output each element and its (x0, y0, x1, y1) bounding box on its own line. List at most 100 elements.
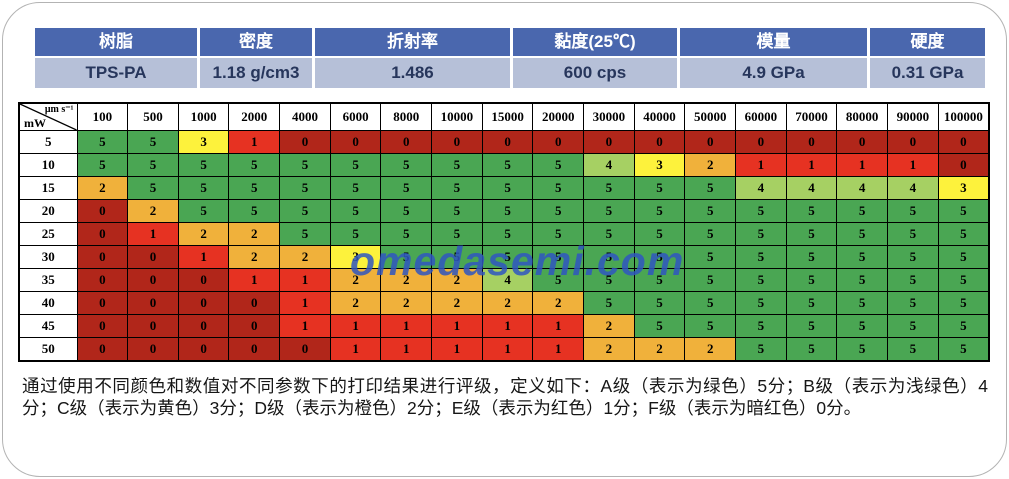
matrix-cell: 2 (228, 222, 281, 246)
matrix-cell: 5 (279, 222, 331, 246)
matrix-col-header: 15000 (481, 102, 534, 131)
matrix-row: 25 0 1 2 2 5 5 5 5 5 5 5 5 5 5 5 5 5 5 (18, 222, 990, 246)
matrix-cell: 0 (127, 314, 179, 338)
matrix-cell: 5 (836, 314, 888, 338)
matrix-cell: 5 (76, 130, 129, 154)
matrix-cell: 0 (76, 337, 129, 362)
matrix-col-header: 40000 (633, 102, 686, 131)
matrix-cell: 5 (279, 176, 331, 200)
matrix-cell: 5 (177, 199, 230, 223)
matrix-cell: 5 (937, 314, 990, 338)
matrix-cell: 5 (76, 153, 129, 177)
matrix-cell: 5 (127, 176, 179, 200)
matrix-row-header: 50 (18, 337, 78, 362)
matrix-cell: 5 (481, 245, 534, 269)
matrix-row-header: 25 (18, 222, 78, 246)
matrix-cell: 5 (735, 268, 787, 292)
matrix-cell: 4 (481, 268, 534, 292)
matrix-cell: 2 (684, 337, 737, 362)
matrix-cell: 0 (76, 268, 129, 292)
matrix-row-header: 10 (18, 153, 78, 177)
matrix-cell: 2 (481, 291, 534, 315)
matrix-col-header: 6000 (329, 102, 382, 131)
property-value-4: 4.9 GPa (680, 58, 867, 88)
matrix-cell: 5 (785, 314, 838, 338)
matrix-cell: 5 (684, 199, 737, 223)
matrix-cell: 0 (836, 130, 888, 154)
matrix-header-row: μm s⁻¹ mW 100 500 1000 2000 4000 6000 8000 10000 1… (18, 102, 990, 131)
matrix-cell: 5 (329, 176, 382, 200)
matrix-cell: 2 (177, 222, 230, 246)
matrix-cell: 5 (836, 199, 888, 223)
property-table: 树脂 密度 折射率 黏度(25℃) 模量 硬度 TPS-PA 1.18 g/cm3 1.486… (35, 28, 985, 88)
matrix-col-header: 10000 (431, 102, 483, 131)
matrix-cell: 0 (228, 314, 281, 338)
matrix-cell: 5 (380, 245, 433, 269)
matrix-row-header: 15 (18, 176, 78, 200)
matrix-cell: 5 (785, 337, 838, 362)
matrix-cell: 1 (279, 268, 331, 292)
matrix-cell: 5 (684, 268, 737, 292)
matrix-cell: 1 (431, 337, 483, 362)
property-header-4: 模量 (680, 28, 867, 56)
matrix-cell: 5 (836, 222, 888, 246)
matrix-cell: 0 (937, 153, 990, 177)
matrix-cell: 1 (380, 337, 433, 362)
matrix-cell: 0 (76, 199, 129, 223)
matrix-cell: 5 (583, 222, 635, 246)
matrix-col-header: 20000 (532, 102, 585, 131)
matrix-cell: 5 (127, 153, 179, 177)
matrix-cell: 5 (532, 245, 585, 269)
matrix-cell: 5 (735, 291, 787, 315)
matrix-col-header: 60000 (735, 102, 787, 131)
matrix-cell: 0 (127, 337, 179, 362)
matrix-cell: 5 (887, 314, 939, 338)
matrix-cell: 5 (735, 222, 787, 246)
matrix-cell: 1 (127, 222, 179, 246)
matrix-cell: 5 (481, 153, 534, 177)
matrix-cell: 5 (785, 222, 838, 246)
matrix-col-header: 90000 (887, 102, 939, 131)
matrix-col-header: 8000 (380, 102, 433, 131)
matrix-cell: 2 (279, 245, 331, 269)
matrix-row-header: 40 (18, 291, 78, 315)
matrix-cell: 0 (127, 245, 179, 269)
rating-matrix: μm s⁻¹ mW 100 500 1000 2000 4000 6000 8000 10000 1… (18, 102, 990, 362)
matrix-cell: 4 (583, 153, 635, 177)
matrix-cell: 1 (481, 337, 534, 362)
matrix-cell: 0 (76, 222, 129, 246)
matrix-cell: 5 (431, 199, 483, 223)
matrix-cell: 1 (177, 245, 230, 269)
property-value-3: 600 cps (513, 58, 677, 88)
matrix-cell: 5 (532, 176, 585, 200)
matrix-cell: 5 (532, 222, 585, 246)
matrix-row-header: 45 (18, 314, 78, 338)
matrix-cell: 5 (735, 314, 787, 338)
matrix-col-header: 50000 (684, 102, 737, 131)
matrix-cell: 5 (431, 176, 483, 200)
matrix-cell: 2 (431, 291, 483, 315)
matrix-cell: 5 (431, 222, 483, 246)
matrix-cell: 5 (127, 130, 179, 154)
property-header-row: 树脂 密度 折射率 黏度(25℃) 模量 硬度 (35, 28, 985, 56)
matrix-cell: 5 (279, 153, 331, 177)
matrix-cell: 5 (633, 199, 686, 223)
matrix-cell: 1 (532, 314, 585, 338)
matrix-cell: 3 (633, 153, 686, 177)
matrix-cell: 5 (785, 268, 838, 292)
property-header-1: 密度 (200, 28, 312, 56)
matrix-col-header: 500 (127, 102, 179, 131)
matrix-cell: 1 (785, 153, 838, 177)
matrix-cell: 5 (684, 245, 737, 269)
matrix-cell: 5 (836, 337, 888, 362)
matrix-row: 30 0 0 1 2 2 3 5 5 5 5 5 5 5 5 5 5 5 5 (18, 245, 990, 269)
diagonal-divider-line (20, 104, 77, 130)
matrix-cell: 5 (684, 314, 737, 338)
matrix-cell: 5 (633, 291, 686, 315)
matrix-cell: 5 (887, 199, 939, 223)
matrix-cell: 1 (836, 153, 888, 177)
matrix-cell: 0 (228, 337, 281, 362)
matrix-cell: 0 (532, 130, 585, 154)
matrix-cell: 0 (684, 130, 737, 154)
